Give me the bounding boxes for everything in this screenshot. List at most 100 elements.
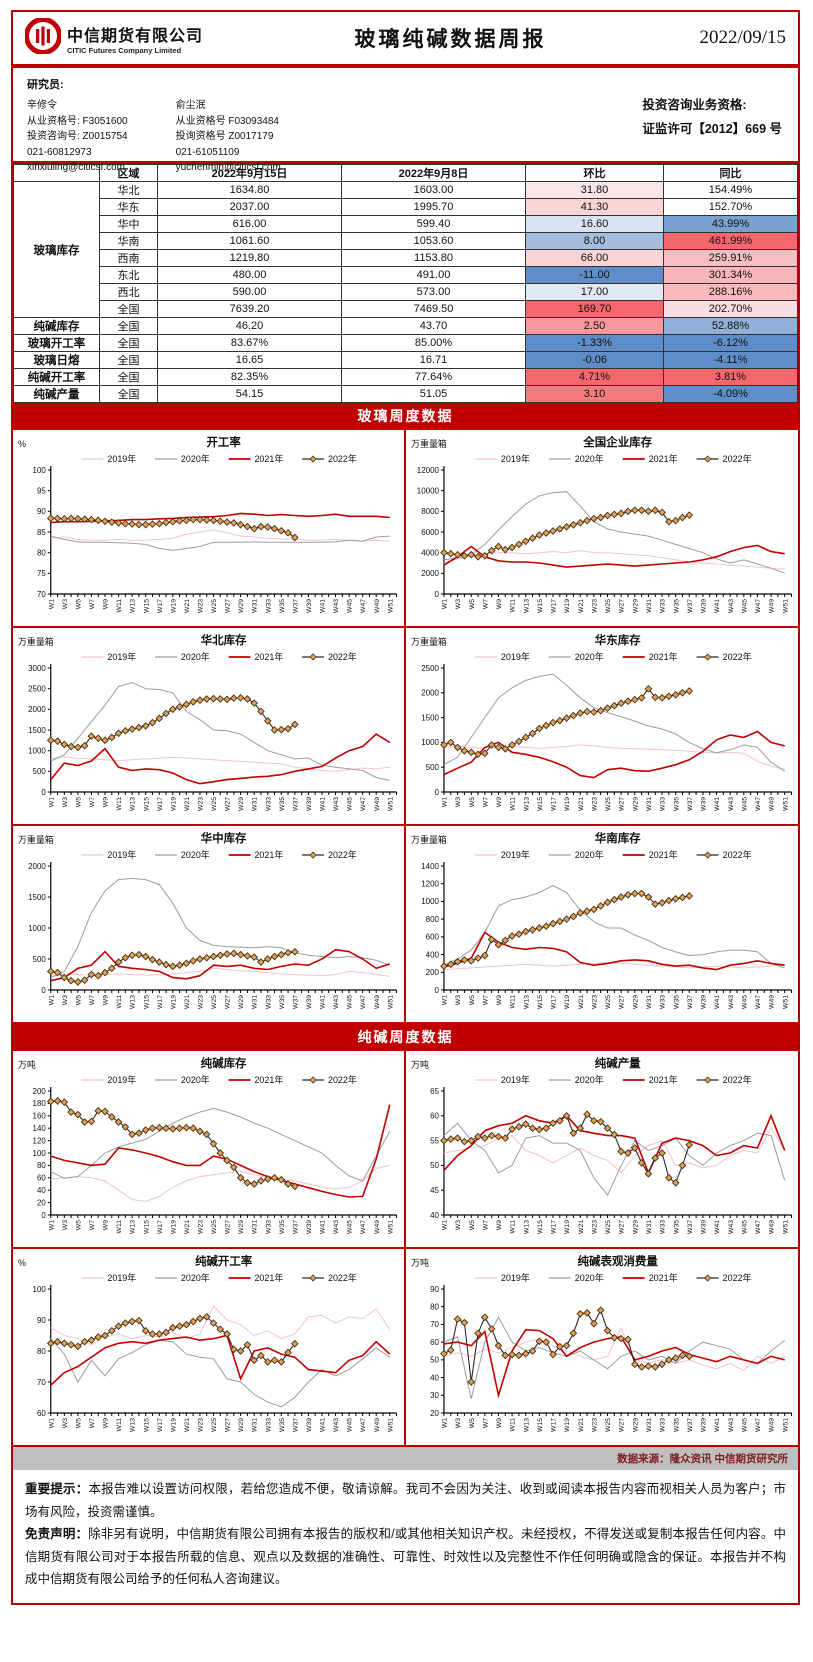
table-cell-region: 华东	[99, 198, 158, 216]
svg-text:W25: W25	[605, 995, 612, 1009]
table-row: 玻璃日熔 全国 16.65 16.71 -0.06 -4.11%	[13, 351, 798, 369]
svg-text:100: 100	[33, 1285, 47, 1294]
svg-text:W37: W37	[292, 1220, 299, 1234]
svg-text:W5: W5	[75, 1418, 82, 1428]
svg-text:2019年: 2019年	[500, 1272, 529, 1283]
svg-text:W7: W7	[482, 599, 489, 609]
table-cell-yoy: 259.91%	[663, 249, 798, 267]
svg-text:W11: W11	[509, 1418, 516, 1432]
svg-text:W29: W29	[238, 797, 245, 811]
svg-text:80: 80	[430, 1303, 439, 1312]
svg-text:65: 65	[430, 1087, 439, 1096]
table-cell-wow: -1.33%	[525, 334, 664, 352]
svg-text:800: 800	[425, 915, 439, 924]
table-group-label: 纯碱库存	[13, 317, 100, 335]
svg-text:1000: 1000	[28, 746, 46, 755]
svg-text:W37: W37	[686, 599, 693, 613]
svg-text:W45: W45	[741, 1220, 748, 1234]
svg-text:W11: W11	[116, 599, 123, 613]
svg-text:纯碱开工率: 纯碱开工率	[195, 1254, 253, 1268]
svg-text:2022年: 2022年	[328, 651, 357, 662]
svg-text:180: 180	[33, 1099, 47, 1108]
svg-text:2000: 2000	[421, 569, 439, 578]
svg-text:W7: W7	[482, 797, 489, 807]
chart-row-2: 万重量箱 华北库存 2019年 2020年 2021年 2022年 0 500 1000 1500…	[13, 628, 798, 826]
svg-text:1500: 1500	[28, 893, 46, 902]
svg-text:90: 90	[430, 1285, 439, 1294]
svg-text:80: 80	[37, 1161, 46, 1170]
svg-text:85: 85	[37, 528, 46, 537]
svg-text:W41: W41	[320, 797, 327, 811]
table-cell-region: 全国	[99, 351, 158, 369]
svg-text:0: 0	[434, 986, 439, 995]
table-cell-cur: 590.00	[157, 283, 342, 301]
svg-text:W13: W13	[523, 995, 530, 1009]
svg-text:W1: W1	[441, 797, 448, 807]
svg-text:W41: W41	[714, 797, 721, 811]
table-cell-cur: 46.20	[157, 317, 342, 335]
svg-text:W17: W17	[550, 1418, 557, 1432]
svg-text:2020年: 2020年	[181, 453, 210, 464]
svg-text:W17: W17	[550, 1220, 557, 1234]
svg-text:W17: W17	[550, 995, 557, 1009]
svg-text:W35: W35	[673, 995, 680, 1009]
svg-text:W23: W23	[198, 797, 205, 811]
svg-text:75: 75	[37, 569, 46, 578]
svg-text:W31: W31	[645, 1220, 652, 1234]
svg-text:W3: W3	[62, 1220, 69, 1230]
svg-text:W31: W31	[252, 1220, 259, 1234]
svg-text:2020年: 2020年	[181, 849, 210, 860]
svg-text:W23: W23	[591, 797, 598, 811]
table-cell-yoy: 202.70%	[663, 300, 798, 318]
svg-text:W25: W25	[211, 1418, 218, 1432]
svg-text:W11: W11	[116, 1220, 123, 1234]
svg-text:2022年: 2022年	[722, 849, 751, 860]
table-cell-yoy: -6.12%	[663, 334, 798, 352]
svg-text:W21: W21	[184, 797, 191, 811]
svg-text:45: 45	[430, 1186, 439, 1195]
svg-text:W9: W9	[496, 1418, 503, 1428]
svg-text:W41: W41	[714, 1220, 721, 1234]
svg-text:W13: W13	[523, 797, 530, 811]
chart-row-1: % 开工率 2019年 2020年 2021年 2022年 70 75 80 85 90 95 100 W…	[13, 430, 798, 628]
svg-text:W47: W47	[755, 1418, 762, 1432]
svg-text:纯碱库存: 纯碱库存	[201, 1056, 247, 1070]
researcher-info: 研究员: 辛修令 从业资格号: F3051600 投资咨询号: Z0015754 02…	[13, 68, 798, 173]
svg-text:2020年: 2020年	[574, 1074, 603, 1085]
svg-text:W11: W11	[116, 797, 123, 811]
svg-text:W19: W19	[564, 1220, 571, 1234]
svg-text:W41: W41	[714, 599, 721, 613]
svg-text:W47: W47	[360, 1418, 367, 1432]
table-column-header: 2022年9月8日	[341, 164, 526, 182]
svg-text:W15: W15	[143, 599, 150, 613]
researcher-label: 研究员:	[27, 79, 64, 91]
table-row: 纯碱开工率 全国 82.35% 77.64% 4.71% 3.81%	[13, 368, 798, 386]
table-row: 华南 1061.60 1053.60 8.00 461.99%	[14, 232, 798, 250]
chart-glass-operating-rate: % 开工率 2019年 2020年 2021年 2022年 70 75 80 85 90 95 100 W…	[13, 430, 406, 626]
svg-text:W21: W21	[184, 995, 191, 1009]
svg-text:W29: W29	[632, 797, 639, 811]
svg-text:W43: W43	[333, 797, 340, 811]
svg-text:W37: W37	[686, 1220, 693, 1234]
svg-text:W39: W39	[306, 1418, 313, 1432]
svg-text:W27: W27	[225, 1220, 232, 1234]
svg-text:1000: 1000	[421, 897, 439, 906]
section-band-soda: 纯碱周度数据	[13, 1024, 798, 1051]
svg-text:12000: 12000	[416, 466, 439, 475]
table-cell-prev: 16.71	[341, 351, 526, 369]
svg-text:W51: W51	[387, 1220, 394, 1234]
svg-text:W23: W23	[591, 995, 598, 1009]
svg-text:W23: W23	[198, 1220, 205, 1234]
svg-text:W1: W1	[48, 797, 55, 807]
svg-text:W49: W49	[374, 599, 381, 613]
svg-text:W41: W41	[320, 599, 327, 613]
table-cell-prev: 1995.70	[341, 198, 526, 216]
table-row: 西南 1219.80 1153.80 66.00 259.91%	[14, 249, 798, 267]
svg-text:8000: 8000	[421, 507, 439, 516]
table-cell-prev: 85.00%	[341, 334, 526, 352]
svg-text:2022年: 2022年	[722, 453, 751, 464]
svg-text:W43: W43	[333, 1220, 340, 1234]
table-row: 纯碱库存 全国 46.20 43.70 2.50 52.88%	[13, 317, 798, 335]
svg-text:W39: W39	[700, 1220, 707, 1234]
svg-text:2021年: 2021年	[254, 849, 283, 860]
